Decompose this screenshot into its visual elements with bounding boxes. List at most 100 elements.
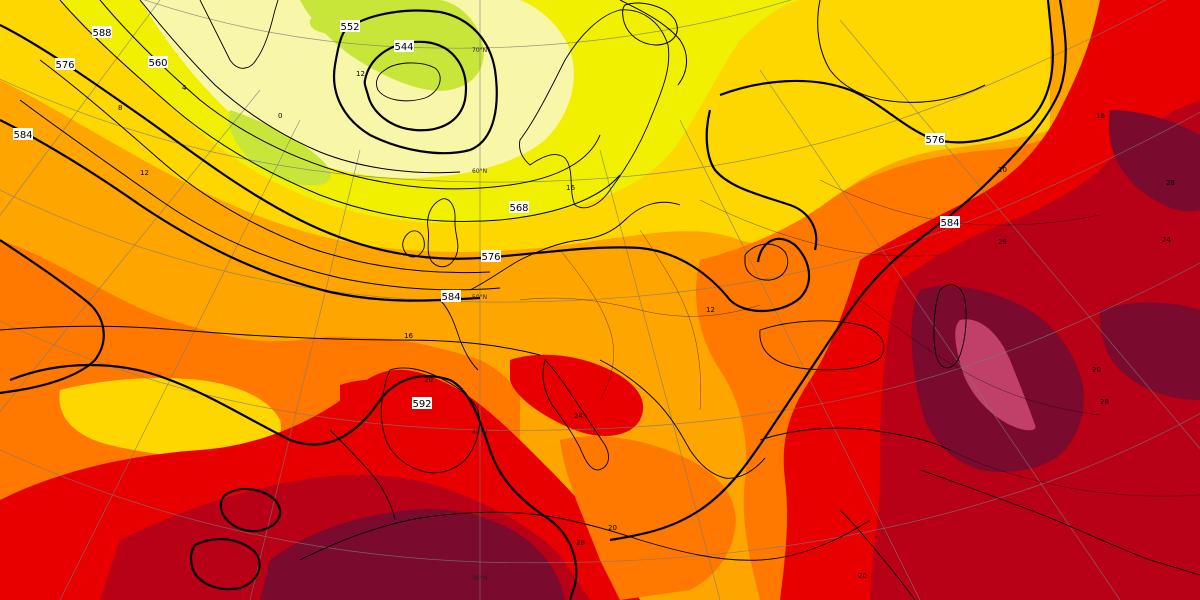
temp-label: 16 <box>1096 112 1105 120</box>
lat-label-40: 40°N <box>472 429 487 436</box>
svg-text:544: 544 <box>394 42 413 53</box>
height-label-588: 588 <box>92 26 112 39</box>
coast-iberia <box>380 367 480 474</box>
shade-warm-west <box>0 150 480 340</box>
contour-592 <box>9 363 578 600</box>
height-label-576-center: 576 <box>481 250 501 263</box>
temp-label: 28 <box>1166 179 1175 187</box>
contour-592-sw-loop <box>219 487 282 533</box>
lat-line-70 <box>143 0 792 49</box>
meridian-w2 <box>59 119 301 600</box>
temp-label: 28 <box>1100 398 1109 406</box>
temp-label: 16 <box>404 332 413 340</box>
lat-line-50 <box>0 111 1200 303</box>
temp-label: 20 <box>1092 366 1101 374</box>
latitude-labels: 70°N 60°N 50°N 40°N 30°N <box>472 47 487 582</box>
shade-extreme3-core <box>955 319 1036 431</box>
height-label-552: 552 <box>340 20 360 33</box>
meridian-e3 <box>759 69 1121 600</box>
contour-592-sw-loop2 <box>189 538 261 591</box>
border-7 <box>949 449 1200 497</box>
height-label-584-center: 584 <box>441 290 461 303</box>
shade-mild-atlantic <box>59 378 281 459</box>
coast-uk <box>427 198 459 268</box>
svg-text:576: 576 <box>481 252 500 263</box>
geopotential-contours-thin <box>0 0 986 356</box>
shade-hot-med <box>560 436 736 600</box>
lat-line-40 <box>0 262 1200 431</box>
coast-turkey <box>759 427 951 451</box>
svg-text:560: 560 <box>148 58 167 69</box>
coastlines <box>199 0 1200 600</box>
border-3 <box>639 229 701 411</box>
contour-thin-south <box>0 325 541 356</box>
svg-text:584: 584 <box>13 130 32 141</box>
contour-584-east <box>609 0 1067 542</box>
contour-thin-b <box>19 99 501 291</box>
meridian-w3 <box>0 89 261 413</box>
height-label-592: 592 <box>412 397 432 410</box>
lat-line-30 <box>0 413 1200 564</box>
coast-greenland <box>199 0 279 69</box>
geopotential-labels: 588 576 584 560 552 544 568 576 584 576 … <box>13 20 960 410</box>
contour-thin-a <box>39 59 491 274</box>
coast-arabia <box>919 469 1200 576</box>
svg-text:592: 592 <box>412 399 431 410</box>
coast-red-sea <box>839 509 916 600</box>
coast-france-west <box>439 299 479 371</box>
temp-label: 20 <box>858 572 867 580</box>
contour-584 <box>0 119 481 302</box>
lat-line-60 <box>0 0 1166 183</box>
temp-label: 24 <box>574 412 583 420</box>
contour-thin-ne-1 <box>817 0 986 103</box>
meridian-w1 <box>249 149 361 600</box>
temp-label: 28 <box>998 238 1007 246</box>
coast-morocco <box>329 429 396 521</box>
meridian-w4 <box>0 0 161 216</box>
shade-very-hot-iberia <box>340 379 472 465</box>
temp-label: 20 <box>424 376 433 384</box>
height-label-584-east: 584 <box>940 216 960 229</box>
temp-label: 20 <box>998 166 1007 174</box>
coast-caspian <box>933 284 967 369</box>
temp-label: 16 <box>566 184 575 192</box>
lat-label-60: 60°N <box>472 168 487 175</box>
temp-label: 12 <box>356 70 365 78</box>
coast-black-sea <box>759 320 885 371</box>
contour-thin-c <box>139 0 461 174</box>
contour-576-east <box>705 109 818 251</box>
border-1 <box>519 297 761 317</box>
svg-text:568: 568 <box>509 203 528 214</box>
lat-label-70: 70°N <box>472 47 487 54</box>
height-label-584: 584 <box>13 128 33 141</box>
shade-hot-atlantic <box>0 250 160 390</box>
height-label-568: 568 <box>509 201 529 214</box>
svg-text:552: 552 <box>340 22 359 33</box>
svg-text:576: 576 <box>55 60 74 71</box>
coast-iceland <box>375 62 441 102</box>
contour-568 <box>59 0 621 223</box>
temp-label: 28 <box>576 539 585 547</box>
borders <box>519 179 1200 497</box>
coast-europe-north <box>469 201 681 291</box>
contour-thin-scand <box>622 2 678 46</box>
temp-label: 8 <box>118 104 122 112</box>
shade-extreme2-ne <box>1109 110 1200 212</box>
contour-584-west <box>0 239 105 395</box>
svg-text:584: 584 <box>940 218 959 229</box>
contour-thin-ne-2 <box>619 0 687 86</box>
svg-text:584: 584 <box>441 292 460 303</box>
coast-italy <box>542 359 609 471</box>
contour-thin-east-low <box>744 243 789 281</box>
temp-label: 20 <box>608 524 617 532</box>
coast-north-africa <box>299 511 871 561</box>
contour-576-north <box>0 24 811 313</box>
lat-label-30: 30°N <box>472 575 487 582</box>
temp-label: 12 <box>140 169 149 177</box>
height-label-544: 544 <box>394 40 414 53</box>
meridian-e4 <box>839 19 1200 450</box>
contour-552 <box>332 9 498 155</box>
border-4 <box>699 199 941 257</box>
